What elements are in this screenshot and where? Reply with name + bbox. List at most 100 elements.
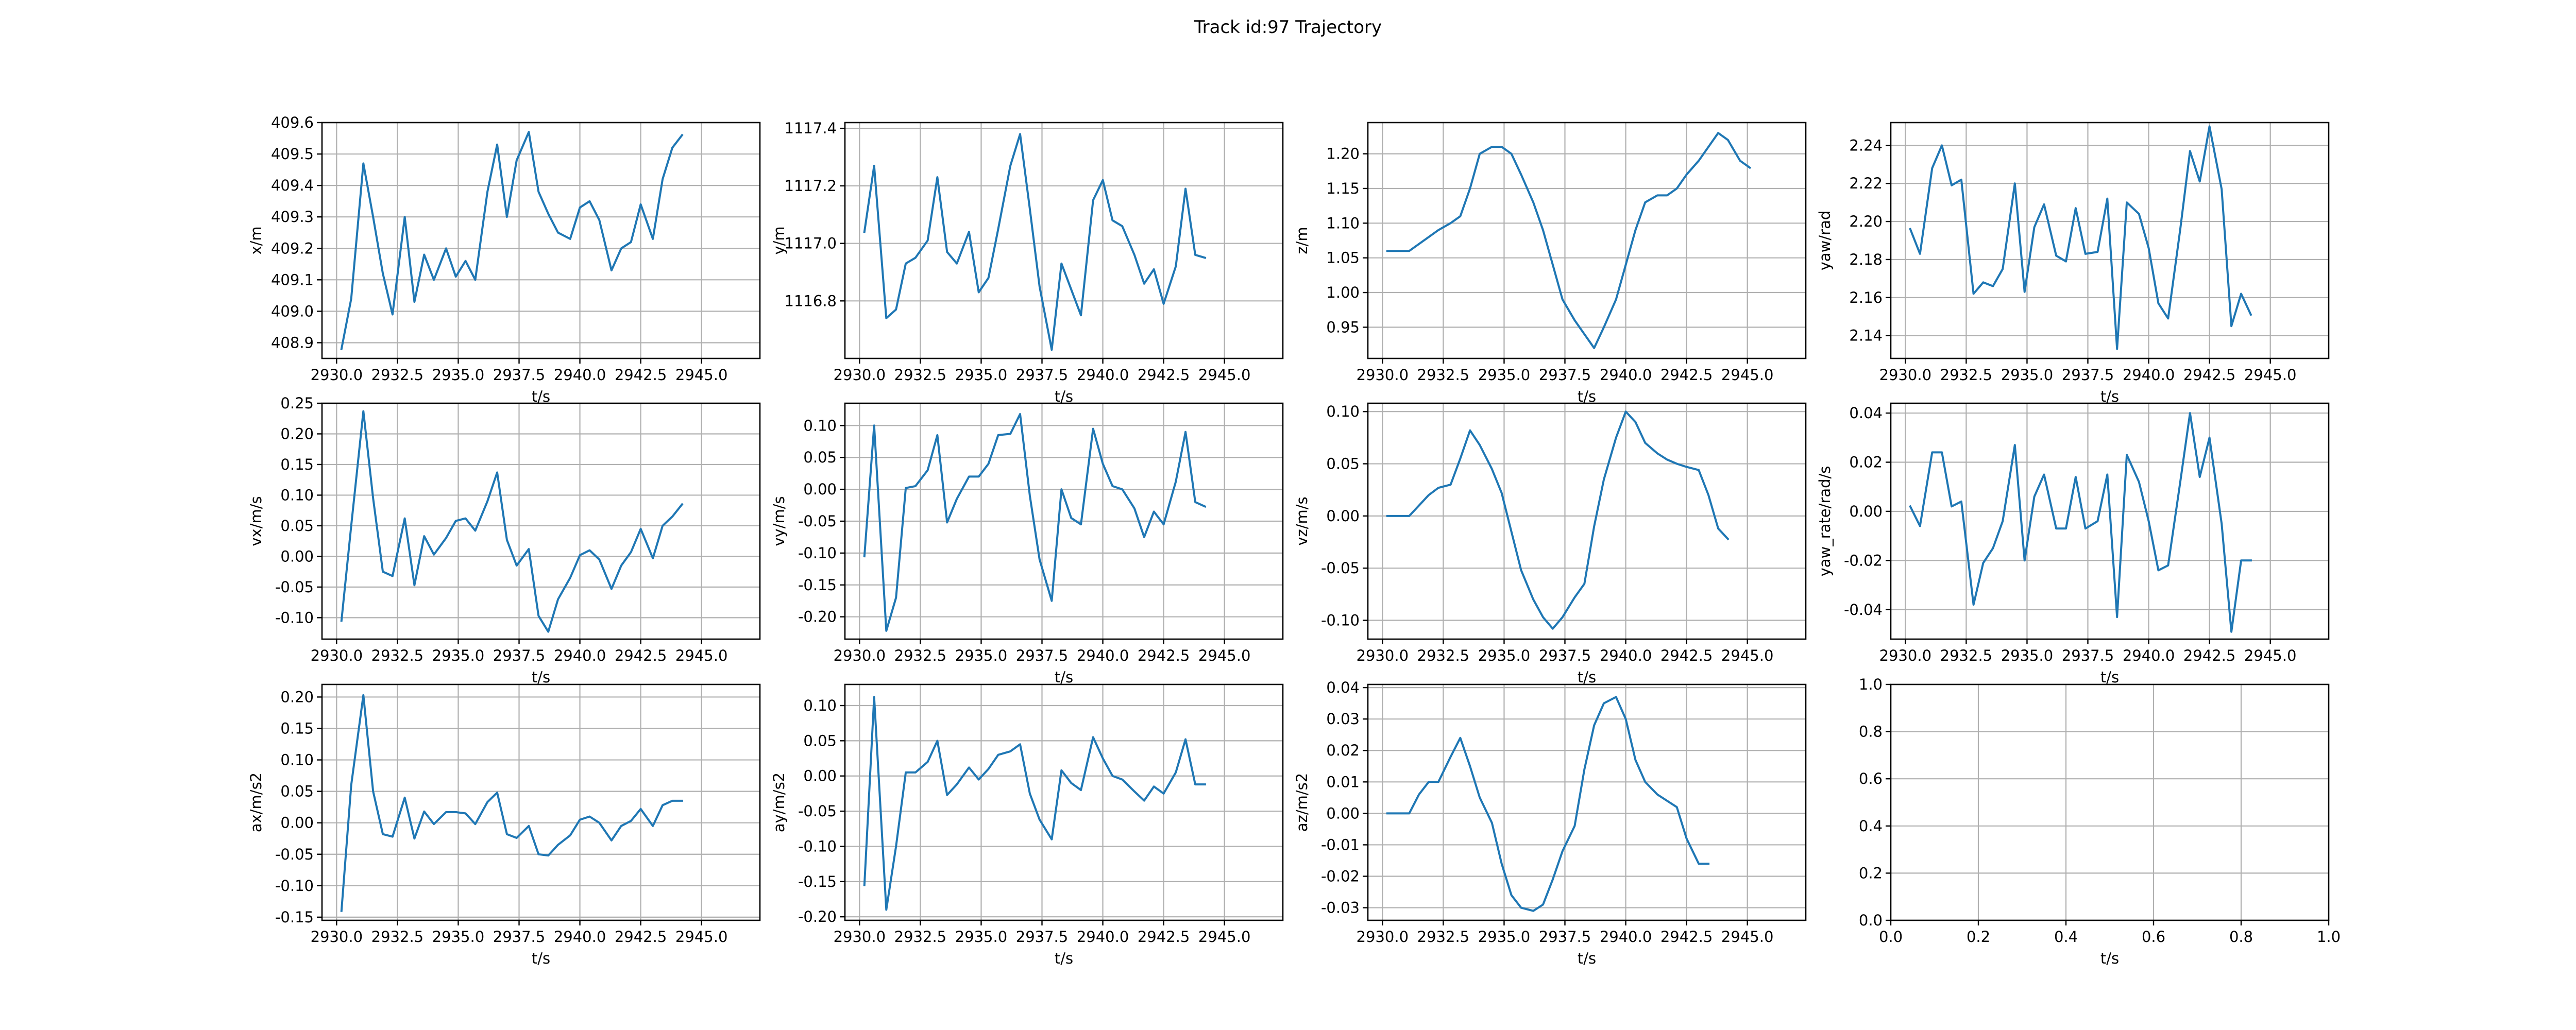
plot-area [1368, 403, 1806, 639]
x-tick-label: 2945.0 [1198, 366, 1250, 384]
y-tick-label: 1117.4 [785, 119, 837, 137]
axes-frame [321, 402, 761, 640]
y-tick-label: 0.10 [803, 697, 837, 714]
x-tick-label: 2932.5 [1940, 366, 1992, 384]
x-tick-label: 2937.5 [493, 366, 545, 384]
y-tick-label: -0.10 [798, 837, 837, 855]
y-tick-label: -0.05 [1321, 559, 1360, 577]
x-tick-label: 2937.5 [1016, 928, 1068, 946]
plot-area [322, 403, 760, 639]
axes-frame [1367, 122, 1807, 359]
y-tick-label: 0.05 [280, 517, 314, 535]
y-tick-label: -0.05 [798, 802, 837, 820]
y-tick-label: 0.00 [1326, 507, 1360, 525]
y-axis-label: z/m [1293, 227, 1311, 254]
y-tick-label: 0.05 [803, 449, 837, 466]
y-axis-label: ay/m/s2 [770, 772, 788, 832]
x-tick-label: 2932.5 [371, 928, 423, 946]
y-tick-label: -0.15 [798, 576, 837, 594]
x-tick-label: 2935.0 [955, 647, 1007, 664]
x-tick-label: 2935.0 [432, 366, 484, 384]
x-tick-label: 2942.5 [1660, 366, 1713, 384]
subplot-y-m: 2930.0 2932.5 2935.0 2937.5 2940.0 2942.5 2945… [770, 119, 1284, 405]
x-tick-label: 2930.0 [1879, 366, 1931, 384]
x-tick-label: 2935.0 [955, 928, 1007, 946]
y-tick-label: 0.10 [803, 417, 837, 434]
subplot-ax-m-s2: 2930.0 2932.5 2935.0 2937.5 2940.0 2942.5 2945… [247, 683, 761, 967]
y-tick-label: 409.2 [271, 239, 314, 257]
x-tick-label: 2937.5 [493, 928, 545, 946]
x-tick-label: 2937.5 [493, 647, 545, 664]
x-tick-label: 2942.5 [1138, 647, 1190, 664]
series-line [1909, 412, 2252, 633]
x-tick-label: 2942.5 [615, 647, 667, 664]
x-tick-label: 0.4 [2054, 928, 2078, 946]
x-tick-label: 2930.0 [1357, 647, 1409, 664]
axes-frame [844, 122, 1284, 359]
x-tick-label: 0.0 [1879, 928, 1903, 946]
subplot-vz-m-s: 2930.0 2932.5 2935.0 2937.5 2940.0 2942.5 2945… [1293, 402, 1807, 686]
x-tick-label: 2942.5 [615, 366, 667, 384]
y-tick-label: 0.10 [280, 486, 314, 504]
y-tick-label: 0.15 [280, 719, 314, 737]
series-line [340, 410, 684, 633]
y-tick-label: 0.0 [1859, 912, 1883, 929]
y-tick-label: -0.02 [1321, 868, 1360, 885]
y-tick-label: 0.2 [1859, 864, 1883, 882]
x-tick-label: 1.0 [2317, 928, 2341, 946]
y-axis-label: ax/m/s2 [247, 772, 265, 832]
y-tick-label: 408.9 [271, 334, 314, 351]
axes-frame [321, 122, 761, 359]
x-tick-label: 2945.0 [675, 928, 727, 946]
x-tick-label: 2945.0 [1721, 928, 1773, 946]
x-tick-label: 2935.0 [1478, 366, 1530, 384]
x-tick-label: 2932.5 [371, 647, 423, 664]
x-axis-label: t/s [1578, 668, 1596, 686]
x-tick-label: 2935.0 [2001, 647, 2053, 664]
x-tick-label: 2942.5 [2183, 647, 2235, 664]
series-line [340, 694, 683, 912]
y-tick-label: 0.00 [280, 814, 314, 832]
x-tick-label: 2932.5 [894, 647, 946, 664]
y-tick-label: 2.24 [1849, 136, 1883, 154]
subplot-vy-m-s: 2930.0 2932.5 2935.0 2937.5 2940.0 2942.5 2945… [770, 402, 1284, 686]
x-tick-label: 2935.0 [955, 366, 1007, 384]
x-tick-label: 2937.5 [1539, 366, 1591, 384]
figure-title: Track id:97 Trajectory [1194, 17, 1382, 38]
y-tick-label: 0.6 [1859, 770, 1883, 787]
y-axis-label: y/m [770, 226, 788, 254]
x-tick-label: 2940.0 [554, 928, 606, 946]
y-tick-label: 1.15 [1326, 180, 1360, 197]
x-tick-label: 2940.0 [554, 647, 606, 664]
x-tick-label: 2935.0 [1478, 928, 1530, 946]
y-tick-label: 1116.8 [785, 292, 837, 310]
y-tick-label: 0.00 [1849, 503, 1883, 520]
axes-frame [1890, 402, 2330, 640]
y-tick-label: 2.14 [1849, 327, 1883, 345]
series-line [340, 131, 684, 351]
x-tick-label: 2945.0 [675, 366, 727, 384]
y-tick-label: 0.10 [280, 751, 314, 769]
x-tick-label: 2945.0 [2244, 366, 2296, 384]
y-tick-label: -0.03 [1321, 899, 1360, 917]
x-tick-label: 2935.0 [2001, 366, 2053, 384]
x-axis-label: t/s [532, 668, 550, 686]
y-tick-label: 0.00 [803, 480, 837, 498]
plot-area [1368, 123, 1806, 358]
x-tick-label: 2937.5 [2062, 647, 2114, 664]
plot-area [845, 123, 1283, 358]
y-axis-label: vz/m/s [1293, 496, 1311, 545]
plot-area [322, 684, 760, 920]
x-axis-label: t/s [2100, 388, 2119, 405]
y-tick-label: 1.05 [1326, 249, 1360, 267]
y-axis-label: x/m [247, 226, 265, 254]
axes-frame [844, 402, 1284, 640]
y-tick-label: 0.01 [1326, 773, 1360, 791]
x-axis-label: t/s [1055, 388, 1073, 405]
subplot-ay-m-s2: 2930.0 2932.5 2935.0 2937.5 2940.0 2942.5 2945… [770, 683, 1284, 967]
y-tick-label: 0.04 [1849, 404, 1883, 422]
series-line [1909, 125, 2252, 350]
y-tick-label: -0.20 [798, 608, 837, 626]
y-tick-label: 0.00 [280, 547, 314, 565]
